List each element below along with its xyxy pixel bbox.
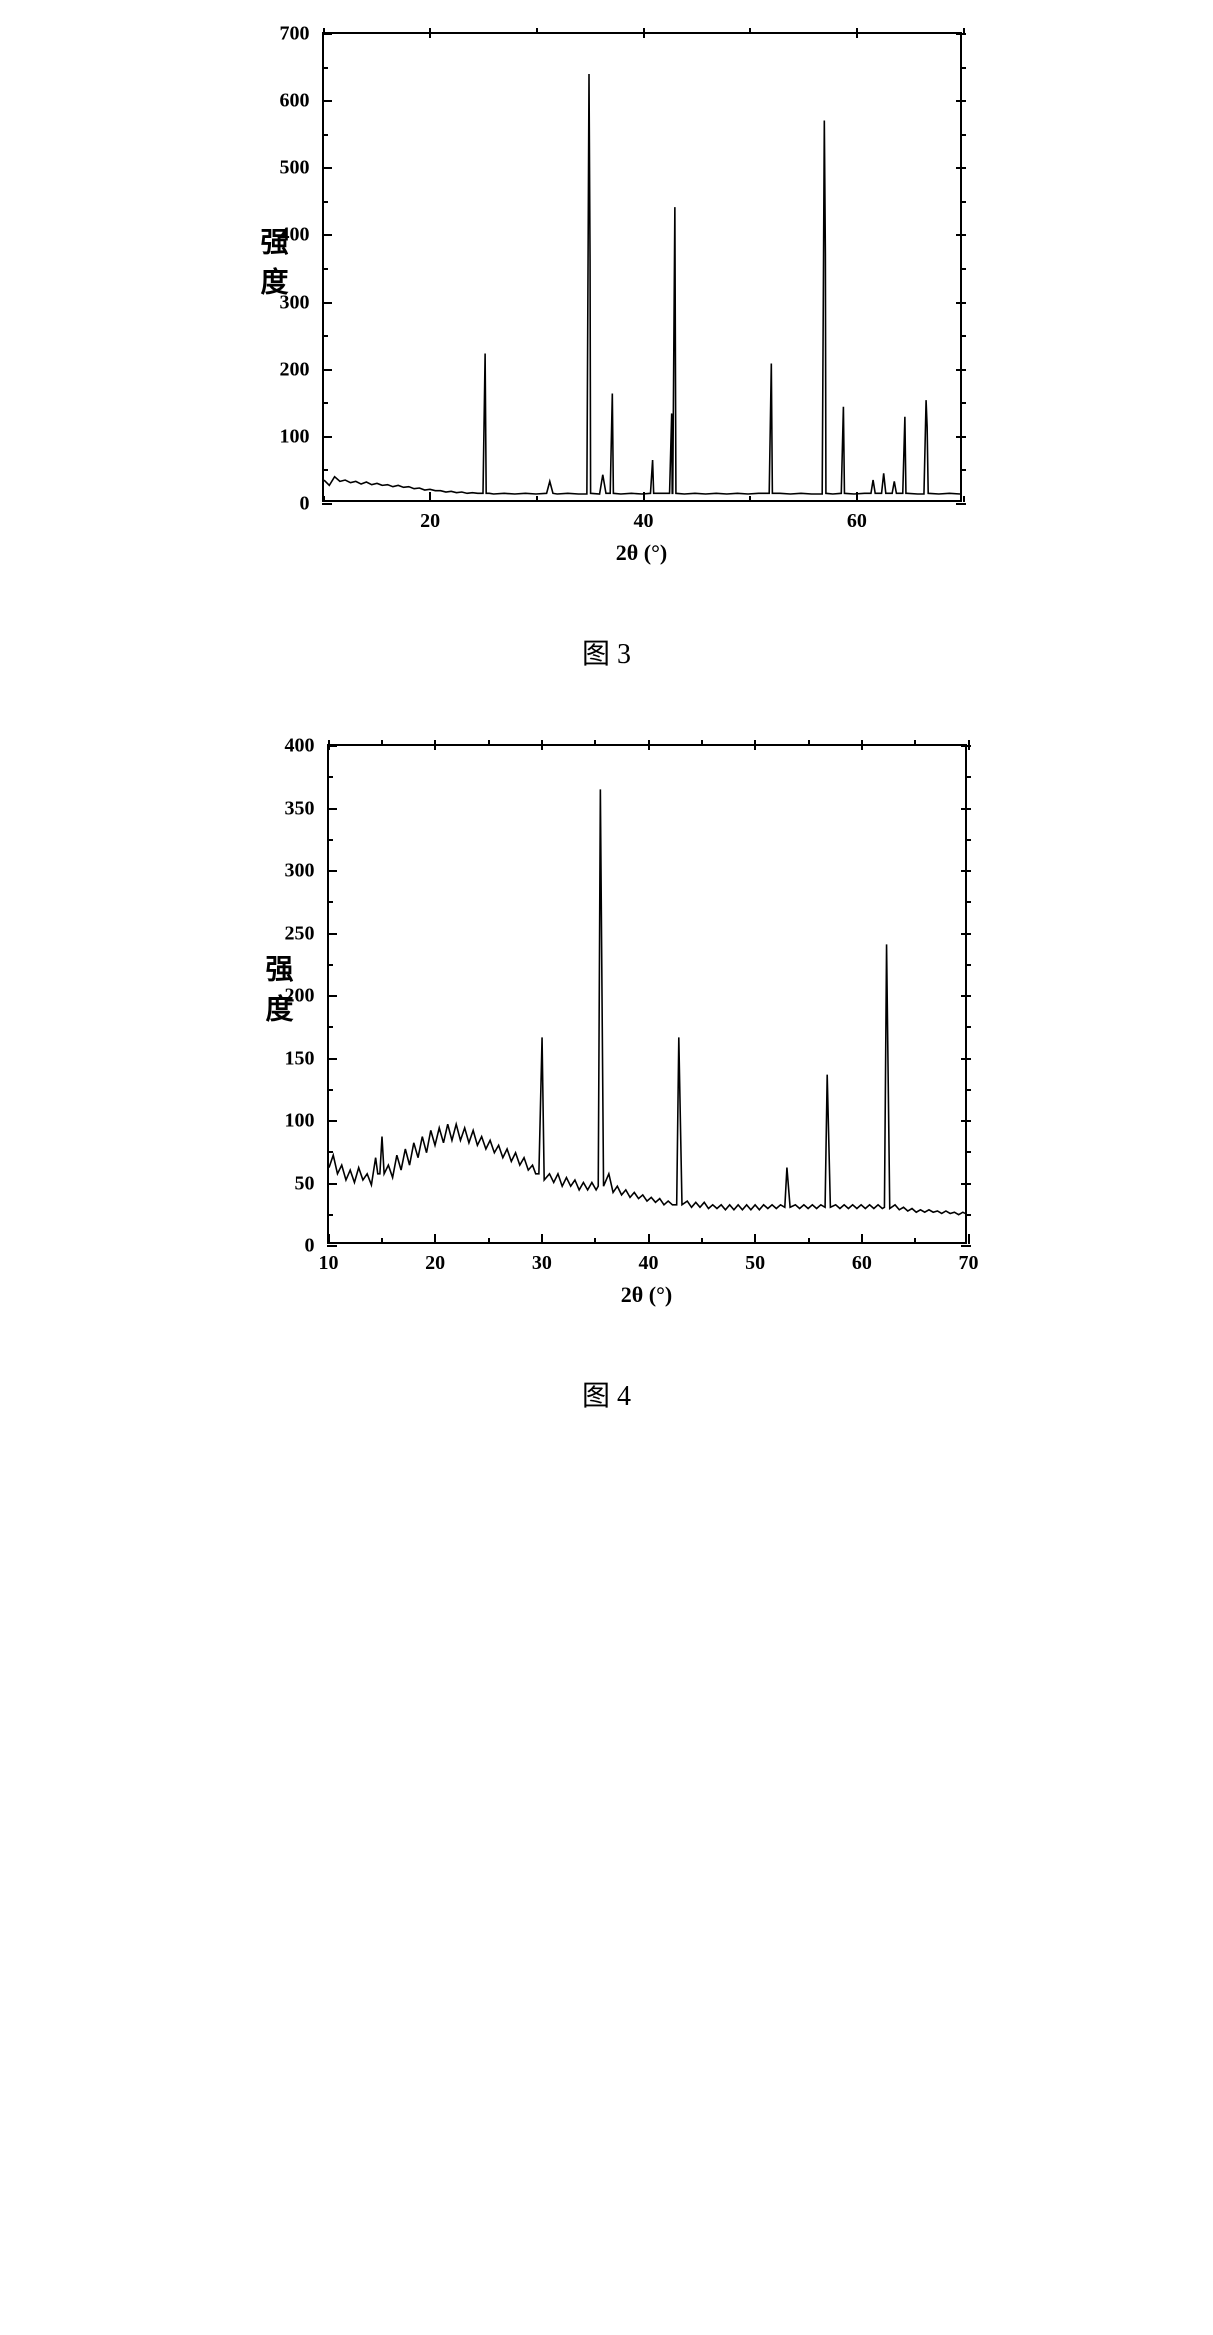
x-tick-label: 40 [634,500,654,533]
figure: 强度2θ (°)0100200300400500600700204060 图 3 [227,20,987,672]
y-tick-label: 400 [280,224,324,247]
x-tick-label: 50 [745,1242,765,1275]
x-tick-label: 20 [425,1242,445,1275]
x-tick-label: 40 [639,1242,659,1275]
y-tick-label: 100 [285,1110,329,1133]
y-tick-label: 350 [285,797,329,820]
chart-plot-area: 强度2θ (°)05010015020025030035040010203040… [327,744,967,1244]
xrd-line [324,34,960,500]
y-tick-label: 500 [280,157,324,180]
y-tick-label: 200 [285,985,329,1008]
x-tick-label: 20 [420,500,440,533]
x-tick-label: 60 [852,1242,872,1275]
y-tick-label: 600 [280,90,324,113]
y-tick-label: 300 [280,291,324,314]
x-tick-label: 10 [319,1242,339,1275]
x-axis-label: 2θ (°) [621,1282,672,1308]
y-tick-label: 100 [280,425,324,448]
chart-plot-area: 强度2θ (°)0100200300400500600700204060 [322,32,962,502]
y-tick-label: 0 [300,493,324,516]
y-tick-label: 150 [285,1047,329,1070]
xrd-line [329,746,965,1242]
x-axis-label: 2θ (°) [616,540,667,566]
figure: 强度2θ (°)05010015020025030035040010203040… [227,732,987,1414]
y-tick-label: 200 [280,358,324,381]
y-tick-label: 300 [285,860,329,883]
figure-caption: 图 4 [227,1374,987,1414]
x-tick-label: 30 [532,1242,552,1275]
y-tick-label: 400 [285,735,329,758]
y-tick-label: 700 [280,23,324,46]
figure-caption: 图 3 [227,632,987,672]
y-tick-label: 50 [295,1172,329,1195]
x-tick-label: 60 [847,500,867,533]
x-tick-label: 70 [959,1242,979,1275]
y-tick-label: 250 [285,922,329,945]
